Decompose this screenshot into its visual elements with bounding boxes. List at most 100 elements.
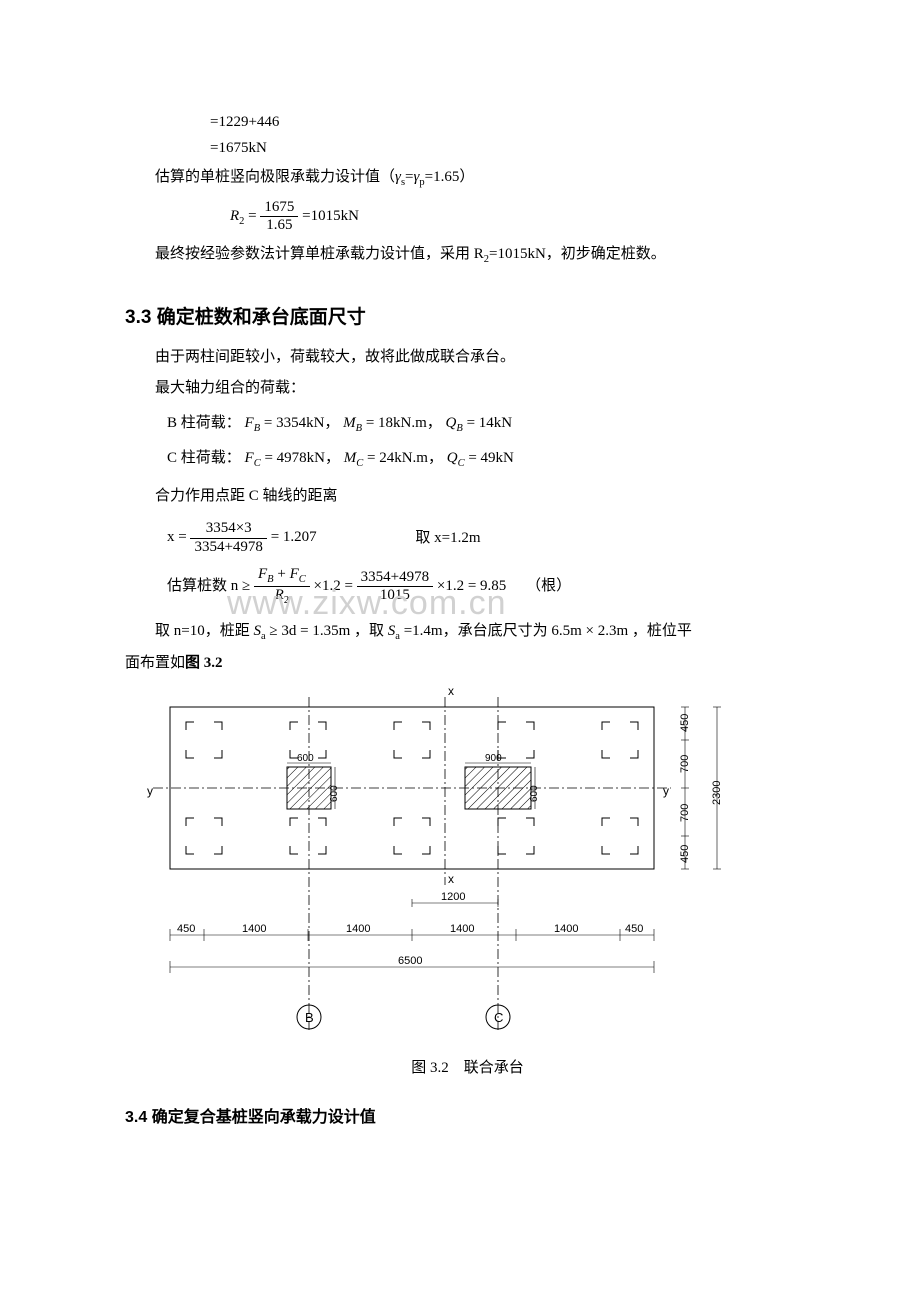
page: =1229+446 =1675kN 估算的单桩竖向极限承载力设计值（γs=γp=… [0, 0, 920, 1197]
QC-sub: C [458, 458, 465, 469]
para-10: 取 n=10，桩距 Sa ≥ 3d = 1.35m ，取 Sa =1.4m，承台… [125, 617, 810, 647]
x-eq: x = [167, 530, 190, 546]
hdim-1200: 1200 [412, 891, 498, 907]
axis-x-mid: x [448, 872, 454, 886]
colC-h-label: 600 [529, 785, 540, 802]
colB-h-label: 600 [329, 785, 340, 802]
MB: M [343, 415, 356, 431]
MC-val: = 24kN.m， [363, 450, 443, 466]
v700a: 700 [679, 755, 691, 773]
n-mul1: ×1.2 = [314, 578, 357, 594]
x-res: = 1.207 [271, 530, 317, 546]
x-den: 3354+4978 [190, 539, 266, 556]
c-label: C 柱荷载： [167, 450, 241, 466]
x-frac: 3354×3 3354+4978 [190, 520, 266, 556]
n-FC: F [290, 566, 299, 582]
n-frac2: 3354+4978 1015 [357, 569, 433, 605]
n-num2: 3354+4978 [357, 569, 433, 587]
FC: F [245, 450, 254, 466]
n-R-sub: 2 [284, 595, 289, 606]
Sa-ge: ≥ 3d = 1.35m [266, 623, 351, 639]
p2-a: 最终按经验参数法计算单桩承载力设计值，采用 R [155, 246, 484, 262]
v2300: 2300 [711, 781, 723, 805]
x-num: 3354×3 [190, 520, 266, 538]
axis-y-left: y [147, 784, 153, 798]
para-2: 最终按经验参数法计算单桩承载力设计值，采用 R2=1015kN，初步确定桩数。 [125, 240, 810, 270]
dim-65x23: 6.5m × 2.3m [551, 623, 628, 639]
d450a: 450 [177, 923, 195, 935]
p11-bold: 图 3.2 [185, 655, 223, 671]
R2-frac: 1675 1.65 [260, 199, 298, 235]
hdim-row2: 450 1400 1400 1400 1400 450 [170, 923, 654, 941]
p2-end: =1015kN，初步确定桩数。 [489, 246, 666, 262]
R2-eq: = [244, 208, 260, 224]
calc-line-2: =1675kN [210, 136, 810, 162]
n-den2: 1015 [357, 587, 433, 604]
MB-val: = 18kN.m， [362, 415, 442, 431]
para-7: 合力作用点距 C 轴线的距离 [125, 482, 810, 511]
d1400c: 1400 [450, 923, 474, 935]
para-3: 由于两柱间距较小，荷载较大，故将此做成联合承台。 [125, 343, 810, 372]
v450b: 450 [679, 845, 691, 863]
b-label: B 柱荷载： [167, 415, 241, 431]
R2-res: =1015kN [302, 208, 359, 224]
n-FC-sub: C [299, 574, 306, 585]
formula-n: 估算桩数 n ≥ FB + FC R2 ×1.2 = 3354+4978 101… [167, 566, 810, 607]
axis-y-right: y [663, 784, 669, 798]
v700b: 700 [679, 804, 691, 822]
colB-w-label: 600 [297, 753, 314, 764]
figure-svg: x y x y [125, 685, 785, 1045]
n-FB: F [258, 566, 267, 582]
d1400d: 1400 [554, 923, 578, 935]
colC-w-label: 900 [485, 753, 502, 764]
d1400b: 1400 [346, 923, 370, 935]
n-frac1: FB + FC R2 [254, 566, 310, 607]
R2-R: R [230, 208, 239, 224]
axis-x-top: x [448, 685, 454, 698]
FC-val: = 4978kN， [261, 450, 340, 466]
d450b: 450 [625, 923, 643, 935]
p1-a: 估算的单桩竖向极限承载力设计值（ [155, 169, 395, 185]
n-label: 估算桩数 n [167, 578, 238, 594]
p10-c: =1.4m，承台底尺寸为 [404, 623, 548, 639]
p10-a: 取 n=10，桩距 [155, 623, 250, 639]
formula-x: x = 3354×3 3354+4978 = 1.207 取 x=1.2m [167, 520, 810, 556]
p1-val: =1.65） [425, 169, 475, 185]
figure-3-2: x y x y [125, 685, 810, 1077]
column-B [287, 767, 331, 809]
column-C [465, 767, 531, 809]
p10-b: ，取 [354, 623, 384, 639]
bubble-B-label: B [305, 1010, 314, 1025]
QB: Q [446, 415, 457, 431]
x-take: 取 x=1.2m [415, 527, 480, 550]
heading-3-3: 3.3 确定桩数和承台底面尺寸 [125, 302, 810, 329]
d6500: 6500 [398, 955, 422, 967]
formula-R2: R2 = 1675 1.65 =1015kN [230, 199, 810, 235]
QC-val: = 49kN [465, 450, 514, 466]
figure-caption: 图 3.2 联合承台 [125, 1056, 810, 1077]
p11-a: 面布置如 [125, 655, 185, 671]
R2-num: 1675 [260, 199, 298, 217]
p10-d: ，桩位平 [632, 623, 692, 639]
n-den: R2 [254, 587, 310, 607]
QB-val: = 14kN [463, 415, 512, 431]
hdim-6500: 6500 [170, 955, 654, 973]
v450a: 450 [679, 714, 691, 732]
para-11: 面布置如图 3.2 [125, 649, 810, 678]
n-plus: + [274, 566, 290, 582]
vdim-group: 450 700 700 450 2300 [679, 707, 723, 869]
heading-3-4: 3.4 确定复合基桩竖向承载力设计值 [125, 1103, 810, 1127]
bubble-C-label: C [494, 1010, 503, 1025]
QC: Q [447, 450, 458, 466]
Sa-1: S [253, 623, 261, 639]
formula-B-loads: B 柱荷载： FB = 3354kN， MB = 18kN.m， QB = 14… [167, 412, 810, 437]
FB: F [245, 415, 254, 431]
para-4: 最大轴力组合的荷载： [125, 374, 810, 403]
n-num1: FB + FC [254, 566, 310, 587]
FB-val: = 3354kN， [260, 415, 339, 431]
para-1: 估算的单桩竖向极限承载力设计值（γs=γp=1.65） [125, 163, 810, 193]
Sa-2-sub: a [395, 631, 400, 642]
formula-C-loads: C 柱荷载： FC = 4978kN， MC = 24kN.m， QC = 49… [167, 447, 810, 472]
n-end: （根） [526, 578, 571, 594]
calc-line-1: =1229+446 [210, 110, 810, 136]
